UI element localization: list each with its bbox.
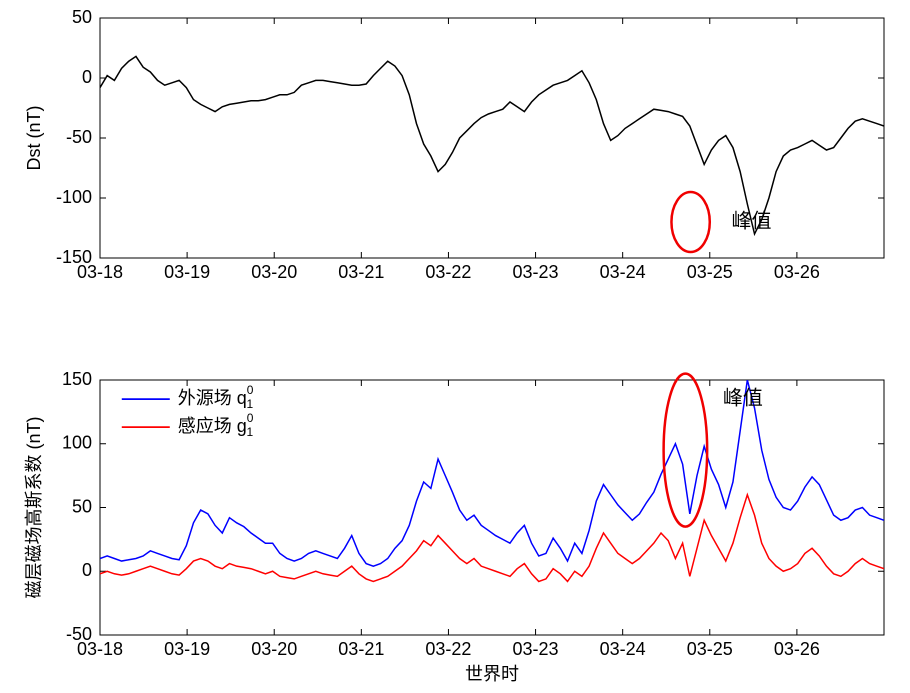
svg-text:0: 0 bbox=[82, 560, 92, 580]
svg-text:-50: -50 bbox=[66, 127, 92, 147]
svg-text:03-19: 03-19 bbox=[164, 639, 210, 659]
svg-text:世界时: 世界时 bbox=[465, 664, 519, 684]
svg-text:03-22: 03-22 bbox=[425, 639, 471, 659]
peak-label: 峰值 bbox=[723, 386, 763, 409]
svg-text:03-21: 03-21 bbox=[338, 639, 384, 659]
svg-text:03-18: 03-18 bbox=[77, 639, 123, 659]
svg-text:150: 150 bbox=[62, 369, 92, 389]
svg-text:Dst (nT): Dst (nT) bbox=[24, 106, 44, 171]
svg-text:03-25: 03-25 bbox=[687, 639, 733, 659]
svg-text:03-25: 03-25 bbox=[687, 262, 733, 282]
svg-text:03-21: 03-21 bbox=[338, 262, 384, 282]
peak-ellipse bbox=[664, 374, 708, 527]
svg-text:03-19: 03-19 bbox=[164, 262, 210, 282]
svg-text:0: 0 bbox=[82, 67, 92, 87]
series-line bbox=[100, 56, 884, 234]
series-line bbox=[100, 380, 884, 566]
series-line bbox=[100, 495, 884, 582]
svg-text:03-24: 03-24 bbox=[600, 262, 646, 282]
svg-text:100: 100 bbox=[62, 433, 92, 453]
peak-ellipse bbox=[671, 192, 709, 252]
svg-text:50: 50 bbox=[72, 496, 92, 516]
svg-text:03-26: 03-26 bbox=[774, 639, 820, 659]
svg-text:03-18: 03-18 bbox=[77, 262, 123, 282]
svg-text:03-23: 03-23 bbox=[513, 639, 559, 659]
svg-text:03-20: 03-20 bbox=[251, 262, 297, 282]
svg-text:03-20: 03-20 bbox=[251, 639, 297, 659]
svg-text:03-22: 03-22 bbox=[425, 262, 471, 282]
svg-text:-100: -100 bbox=[56, 187, 92, 207]
legend-label: 感应场 g01 bbox=[178, 411, 254, 439]
svg-text:50: 50 bbox=[72, 7, 92, 27]
peak-label: 峰值 bbox=[732, 209, 772, 232]
svg-text:磁层磁场高斯系数 (nT): 磁层磁场高斯系数 (nT) bbox=[24, 417, 44, 599]
legend-label: 外源场 q01 bbox=[178, 383, 254, 411]
svg-text:03-23: 03-23 bbox=[513, 262, 559, 282]
svg-text:03-26: 03-26 bbox=[774, 262, 820, 282]
svg-text:03-24: 03-24 bbox=[600, 639, 646, 659]
